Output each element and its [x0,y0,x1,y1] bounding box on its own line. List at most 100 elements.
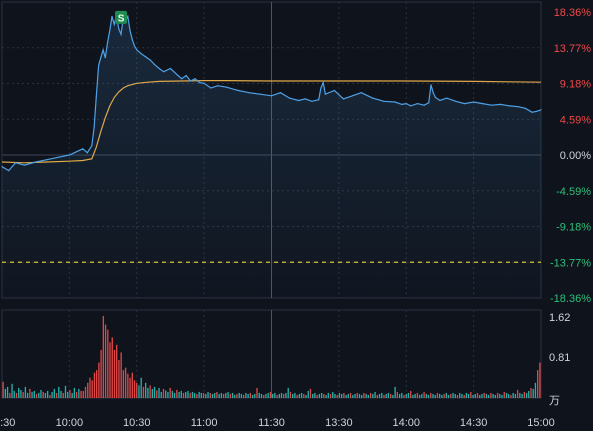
volume-bar [182,392,185,398]
volume-bar [200,392,203,398]
volume-bar [392,394,394,398]
price-point [517,106,520,108]
volume-bar [374,391,376,398]
volume-bar [483,392,485,398]
price-point [270,95,273,97]
volume-bar [214,392,216,398]
price-point [288,97,291,99]
volume-bar [205,393,207,398]
volume-bar [523,391,525,398]
volume-bar [31,391,33,398]
volume-bar [525,392,528,398]
price-point [383,100,385,102]
volume-bar [514,393,517,398]
volume-bar [416,392,419,398]
volume-bar [369,392,372,398]
price-point [176,74,178,76]
price-point [131,39,133,41]
price-point [509,105,511,107]
volume-bar [436,392,439,398]
volume-bar [53,388,56,398]
price-line [1,14,542,172]
volume-bar [151,388,154,398]
price-point [279,92,282,94]
volume-bar [156,390,158,398]
average-price-line [1,79,542,164]
volume-bar [111,337,113,398]
price-point [248,92,250,94]
price-panel: 18.36% 13.77% 9.18% 4.59% 0.00% -4.59% -9.18% -… [1,1,592,305]
volume-bar [372,393,374,398]
time-tick-label: 15:00 [527,417,555,429]
volume-bar [51,391,53,398]
price-point [491,104,493,106]
price-point [95,96,97,98]
signal-marker-badge [115,10,128,24]
volume-bar [476,392,479,398]
volume-bar [334,393,336,398]
volume-bar [521,393,523,398]
time-tick-label: 13:30 [325,417,353,429]
volume-bar [412,394,414,398]
volume-bar [189,392,191,398]
volume-bar [536,370,539,398]
volume-bar [193,392,196,398]
volume-bar [401,392,403,398]
price-point [430,84,432,86]
volume-bar [336,394,338,398]
price-point [297,99,300,102]
volume-bar [354,393,356,398]
volume-bar [410,390,412,398]
volume-bar [474,393,476,398]
volume-bar [104,324,107,398]
price-point [154,64,156,66]
volume-bar [15,392,18,398]
price-point [531,111,533,113]
volume-bar [459,392,461,398]
price-point [540,109,542,111]
price-tick-label: 18.36% [554,7,592,19]
volume-bar [423,391,425,398]
volume-bar [254,393,256,398]
price-point [455,100,457,102]
volume-bar [167,391,169,398]
volume-bar [91,380,93,398]
volume-bar [165,390,167,398]
volume-bar [461,393,463,398]
volume-bar [356,392,358,398]
volume-bar [316,394,318,398]
volume-bar [285,392,287,398]
volume-bar [240,393,243,398]
price-point [98,64,100,66]
time-tick-label: 10:00 [56,417,84,429]
volume-bar [95,370,98,398]
volume-bar [307,390,309,398]
volume-bar [171,390,174,398]
volume-bar [291,393,294,398]
volume-bar [329,393,332,398]
volume-bar [140,377,142,398]
price-tick-label: 13.77% [554,43,592,55]
volume-bar [421,393,423,398]
volume-bar [67,391,69,398]
volume-bar [510,394,512,398]
volume-bar [470,391,472,398]
volume-bar [376,394,378,398]
price-point [120,33,122,35]
volume-bar [472,394,474,398]
time-tick-label: 14:30 [460,417,488,429]
price-point [237,89,239,91]
volume-bar [142,386,145,398]
volume-bar [107,329,109,398]
price-point [446,97,448,99]
volume-bar [84,386,87,398]
volume-bar [129,377,131,398]
volume-bar [496,392,499,398]
volume-bar [198,391,200,398]
volume-bar [227,391,229,398]
volume-bar [383,394,385,398]
volume-bar [532,388,534,398]
price-point [23,164,26,166]
volume-bar [323,393,325,398]
volume-bar [71,392,73,398]
